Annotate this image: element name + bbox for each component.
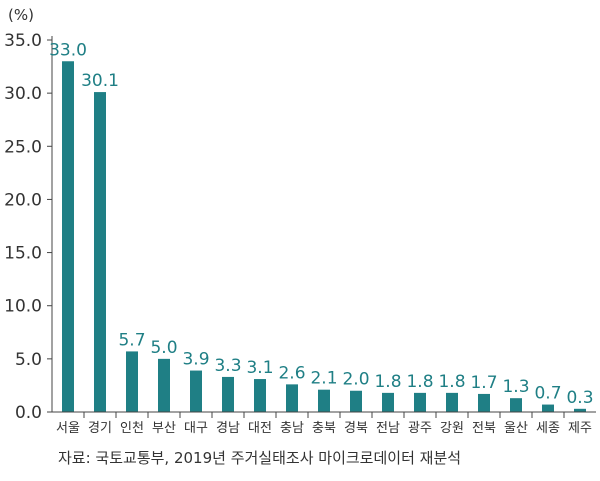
bar <box>190 370 202 412</box>
bar <box>350 390 362 412</box>
y-tick-label: 35.0 <box>4 31 42 51</box>
x-tick-label: 충남 <box>280 421 304 436</box>
bar-value-label: 1.7 <box>470 373 497 393</box>
bar-value-label: 0.7 <box>534 384 561 404</box>
x-tick-label: 부산 <box>152 421 176 436</box>
bar <box>318 389 330 412</box>
bar <box>222 376 234 412</box>
bar-value-label: 1.8 <box>438 372 465 392</box>
bar-value-label: 5.0 <box>150 338 177 358</box>
x-axis: 서울 경기 인천 부산 대구 경남 대전 충남 충북 경북 전남 광주 강원 전북 울산 세종 제주 <box>52 411 596 436</box>
x-tick-label: 울산 <box>504 421 528 436</box>
y-tick-label: 5.0 <box>15 350 42 370</box>
y-tick-label: 0.0 <box>15 403 42 423</box>
x-tick-label: 광주 <box>408 421 432 436</box>
bar <box>286 384 298 412</box>
bar <box>94 92 106 412</box>
x-tick-label: 대구 <box>184 421 208 436</box>
bar-value-label: 3.1 <box>246 358 273 378</box>
bar-value-label: 2.1 <box>310 369 337 389</box>
x-tick-label: 제주 <box>568 421 592 436</box>
bar-chart: (%) 0.0 5.0 10.0 15.0 20.0 25.0 30.0 35.0 33.0 3… <box>4 6 596 436</box>
x-tick-label: 전북 <box>472 421 496 436</box>
bar <box>510 398 522 412</box>
x-tick-label: 경북 <box>344 421 368 436</box>
y-tick-label: 15.0 <box>4 244 42 264</box>
bar-value-label: 33.0 <box>49 40 87 60</box>
y-tick-label: 20.0 <box>4 190 42 210</box>
bar-value-label: 2.6 <box>278 363 305 383</box>
x-tick-label: 전남 <box>376 421 400 436</box>
bar-value-label: 1.8 <box>406 372 433 392</box>
y-tick-label: 30.0 <box>4 84 42 104</box>
bar <box>254 379 266 412</box>
x-tick-label: 경남 <box>216 421 240 436</box>
bar <box>574 408 586 412</box>
x-tick-label: 대전 <box>248 421 272 436</box>
bar <box>478 393 490 412</box>
bar-value-label: 30.1 <box>81 71 119 91</box>
x-tick-label: 인천 <box>120 421 144 436</box>
bar-value-label: 5.7 <box>118 330 145 350</box>
x-tick-label: 세종 <box>536 421 560 436</box>
bar <box>158 358 170 412</box>
bar-value-label: 0.3 <box>566 388 593 408</box>
bar-value-label: 3.9 <box>182 350 209 370</box>
x-tick-label: 경기 <box>88 421 112 436</box>
bar <box>126 351 138 412</box>
bar <box>446 392 458 412</box>
source-note: 자료: 국토교통부, 2019년 주거실태조사 마이크로데이터 재분석 <box>58 449 462 467</box>
bar <box>62 61 74 412</box>
bar-value-label: 2.0 <box>342 370 369 390</box>
bar <box>382 392 394 412</box>
x-tick-label: 서울 <box>56 421 80 436</box>
bar-value-label: 1.3 <box>502 377 529 397</box>
bar-value-label: 3.3 <box>214 356 241 376</box>
x-tick-label: 강원 <box>440 421 464 436</box>
bar-series: 33.030.15.7 5.03.9 3.3 3.1 2.6 2.1 2.0 1.8 1.8 1.… <box>49 40 594 412</box>
y-axis: 0.0 5.0 10.0 15.0 20.0 25.0 30.0 35.0 <box>4 31 53 423</box>
y-tick-label: 25.0 <box>4 137 42 157</box>
x-tick-label: 충북 <box>312 421 336 436</box>
bar <box>542 404 554 412</box>
bar <box>414 392 426 412</box>
y-axis-unit-label: (%) <box>8 6 34 24</box>
bar-value-label: 1.8 <box>374 372 401 392</box>
y-tick-label: 10.0 <box>4 297 42 317</box>
